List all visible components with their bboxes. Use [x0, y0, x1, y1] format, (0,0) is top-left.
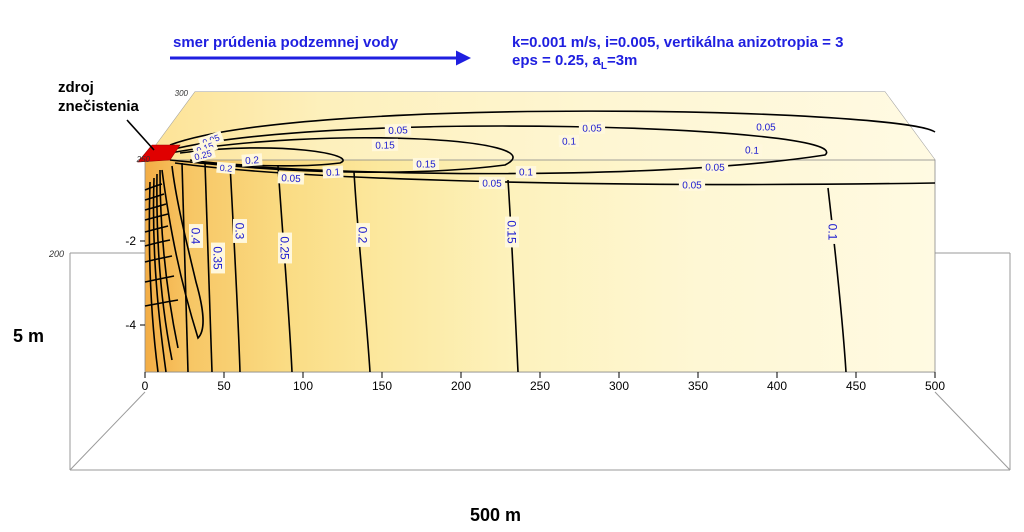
model-parameters-line1: k=0.001 m/s, i=0.005, vertikálna anizotr…: [512, 34, 844, 51]
contour-label: 0.1: [741, 143, 763, 157]
contour-label-text: 0.1: [826, 224, 840, 241]
contour-label: 0.3: [233, 219, 247, 243]
contour-front-0.35: [204, 162, 213, 373]
model-parameters-line2: eps = 0.25, aL=3m: [512, 52, 637, 76]
x-tick-label: 50: [217, 379, 231, 393]
depth-label: 5 m: [13, 326, 45, 346]
x-tick-label: 400: [767, 379, 787, 393]
x-tick-label: 150: [372, 379, 392, 393]
contour-label: 0.05: [578, 121, 606, 135]
x-tick-label: 0: [142, 379, 149, 393]
contour-label-text: 0.1: [326, 167, 341, 179]
contour-label: 0.05: [678, 179, 706, 192]
contour-top-0.05: [169, 110, 936, 146]
pollution-source-marker: [137, 144, 181, 163]
contour-label-text: 0.35: [211, 246, 225, 270]
x-tick-label: 350: [688, 379, 708, 393]
contour-label-text: 0.05: [388, 125, 408, 137]
x-tick-label: 200: [451, 379, 471, 393]
contour-label-text: 0.1: [745, 145, 760, 157]
contour-front-0.2: [353, 171, 371, 373]
contour-label: 0.2: [216, 161, 236, 175]
y-axis: -2 -4: [125, 234, 145, 332]
contour-label: 0.25: [190, 146, 216, 164]
params-line2-suffix: =3m: [606, 52, 638, 69]
y-tick-label: -2: [125, 234, 136, 248]
contour-label-text: 0.05: [756, 123, 776, 134]
contour-label: 0.05: [752, 121, 780, 134]
back-axis: 300 250 200: [48, 89, 189, 259]
contour-label-text: 0.25: [278, 236, 292, 260]
x-tick-label: 450: [846, 379, 866, 393]
contour-label-text: 0.3: [233, 223, 247, 240]
contour-labels: 0.05 0.05 0.050.10.10.2 0.150.150.1 0.1 0.050…: [189, 121, 840, 274]
source-label: zdroj znečistenia: [58, 78, 139, 116]
contour-top-0.2: [179, 147, 344, 167]
back-tick-label: 300: [175, 89, 189, 98]
contour-top-edge-0.05: [174, 162, 936, 186]
contour-label: 0.2: [241, 153, 263, 167]
contour-fan: [148, 169, 179, 373]
contour-label: 0.1: [515, 166, 537, 179]
contour-label-text: 0.05: [482, 178, 502, 189]
contour-label-text: 0.15: [416, 160, 436, 171]
contour-front-loop: [161, 165, 204, 340]
contour-label-text: 0.1: [519, 168, 533, 179]
contour-label: 0.15: [505, 216, 519, 248]
source-pointer-line: [126, 119, 155, 151]
length-label: 500 m: [470, 505, 522, 525]
x-tick-label: 500: [925, 379, 945, 393]
front-surface: [144, 159, 936, 373]
params-line2-subscript: L: [600, 61, 607, 72]
contour-label-text: 0.05: [582, 123, 602, 134]
x-tick-label: 100: [293, 379, 313, 393]
source-label-line1: zdroj: [58, 79, 94, 96]
contour-label: 0.1: [826, 220, 840, 244]
contour-front-0.4: [181, 162, 189, 373]
contour-front-0.1: [827, 187, 847, 373]
contour-label: 0.15: [371, 138, 399, 152]
contour-front-0.3: [229, 163, 241, 373]
contour-label-text: 0.2: [356, 227, 370, 244]
contour-label: 0.15: [412, 158, 440, 171]
contour-front-0.15: [507, 179, 519, 373]
contour-top-0.15: [169, 137, 514, 174]
contour-label-text: 0.05: [705, 162, 725, 173]
contour-label: 0.2: [356, 223, 370, 247]
contour-label-text: 0.05: [682, 181, 702, 192]
y-tick-label: -4: [125, 318, 136, 332]
contour-label: 0.05: [277, 171, 305, 185]
contour-label-text: 0.15: [505, 220, 519, 244]
params-line2-prefix: eps = 0.25, a: [512, 52, 601, 69]
source-label-line2: znečistenia: [58, 98, 139, 115]
contour-label: 0.25: [278, 232, 292, 264]
contour-label: 0.35: [211, 242, 225, 274]
x-tick-label: 250: [530, 379, 550, 393]
contour-label-text: 0.25: [193, 148, 213, 162]
contour-label-text: 0.4: [189, 228, 203, 245]
contour-label-text: 0.2: [245, 155, 260, 167]
contour-label: 0.1: [322, 165, 344, 179]
contour-label: 0.05: [701, 160, 729, 174]
flow-direction-label: smer prúdenia podzemnej vody: [173, 34, 399, 51]
contour-fan-arcs: [144, 183, 179, 307]
contour-label-text: 0.2: [219, 163, 232, 174]
back-tick-label: 200: [48, 249, 64, 259]
contour-label: 0.1: [558, 134, 580, 148]
x-axis: 0 50 100 150 200 250 300 350 400 450 500: [142, 372, 945, 393]
contour-label: 0.4: [189, 224, 203, 248]
contour-label-text: 0.05: [281, 173, 301, 185]
contour-label: 0.05: [478, 176, 506, 190]
x-tick-label: 300: [609, 379, 629, 393]
contour-label-text: 0.1: [562, 136, 577, 147]
contour-front-0.25: [277, 165, 293, 373]
contour-label: 0.05: [384, 123, 412, 137]
contour-label-text: 0.15: [375, 140, 395, 151]
back-tick-label: 250: [136, 155, 151, 164]
